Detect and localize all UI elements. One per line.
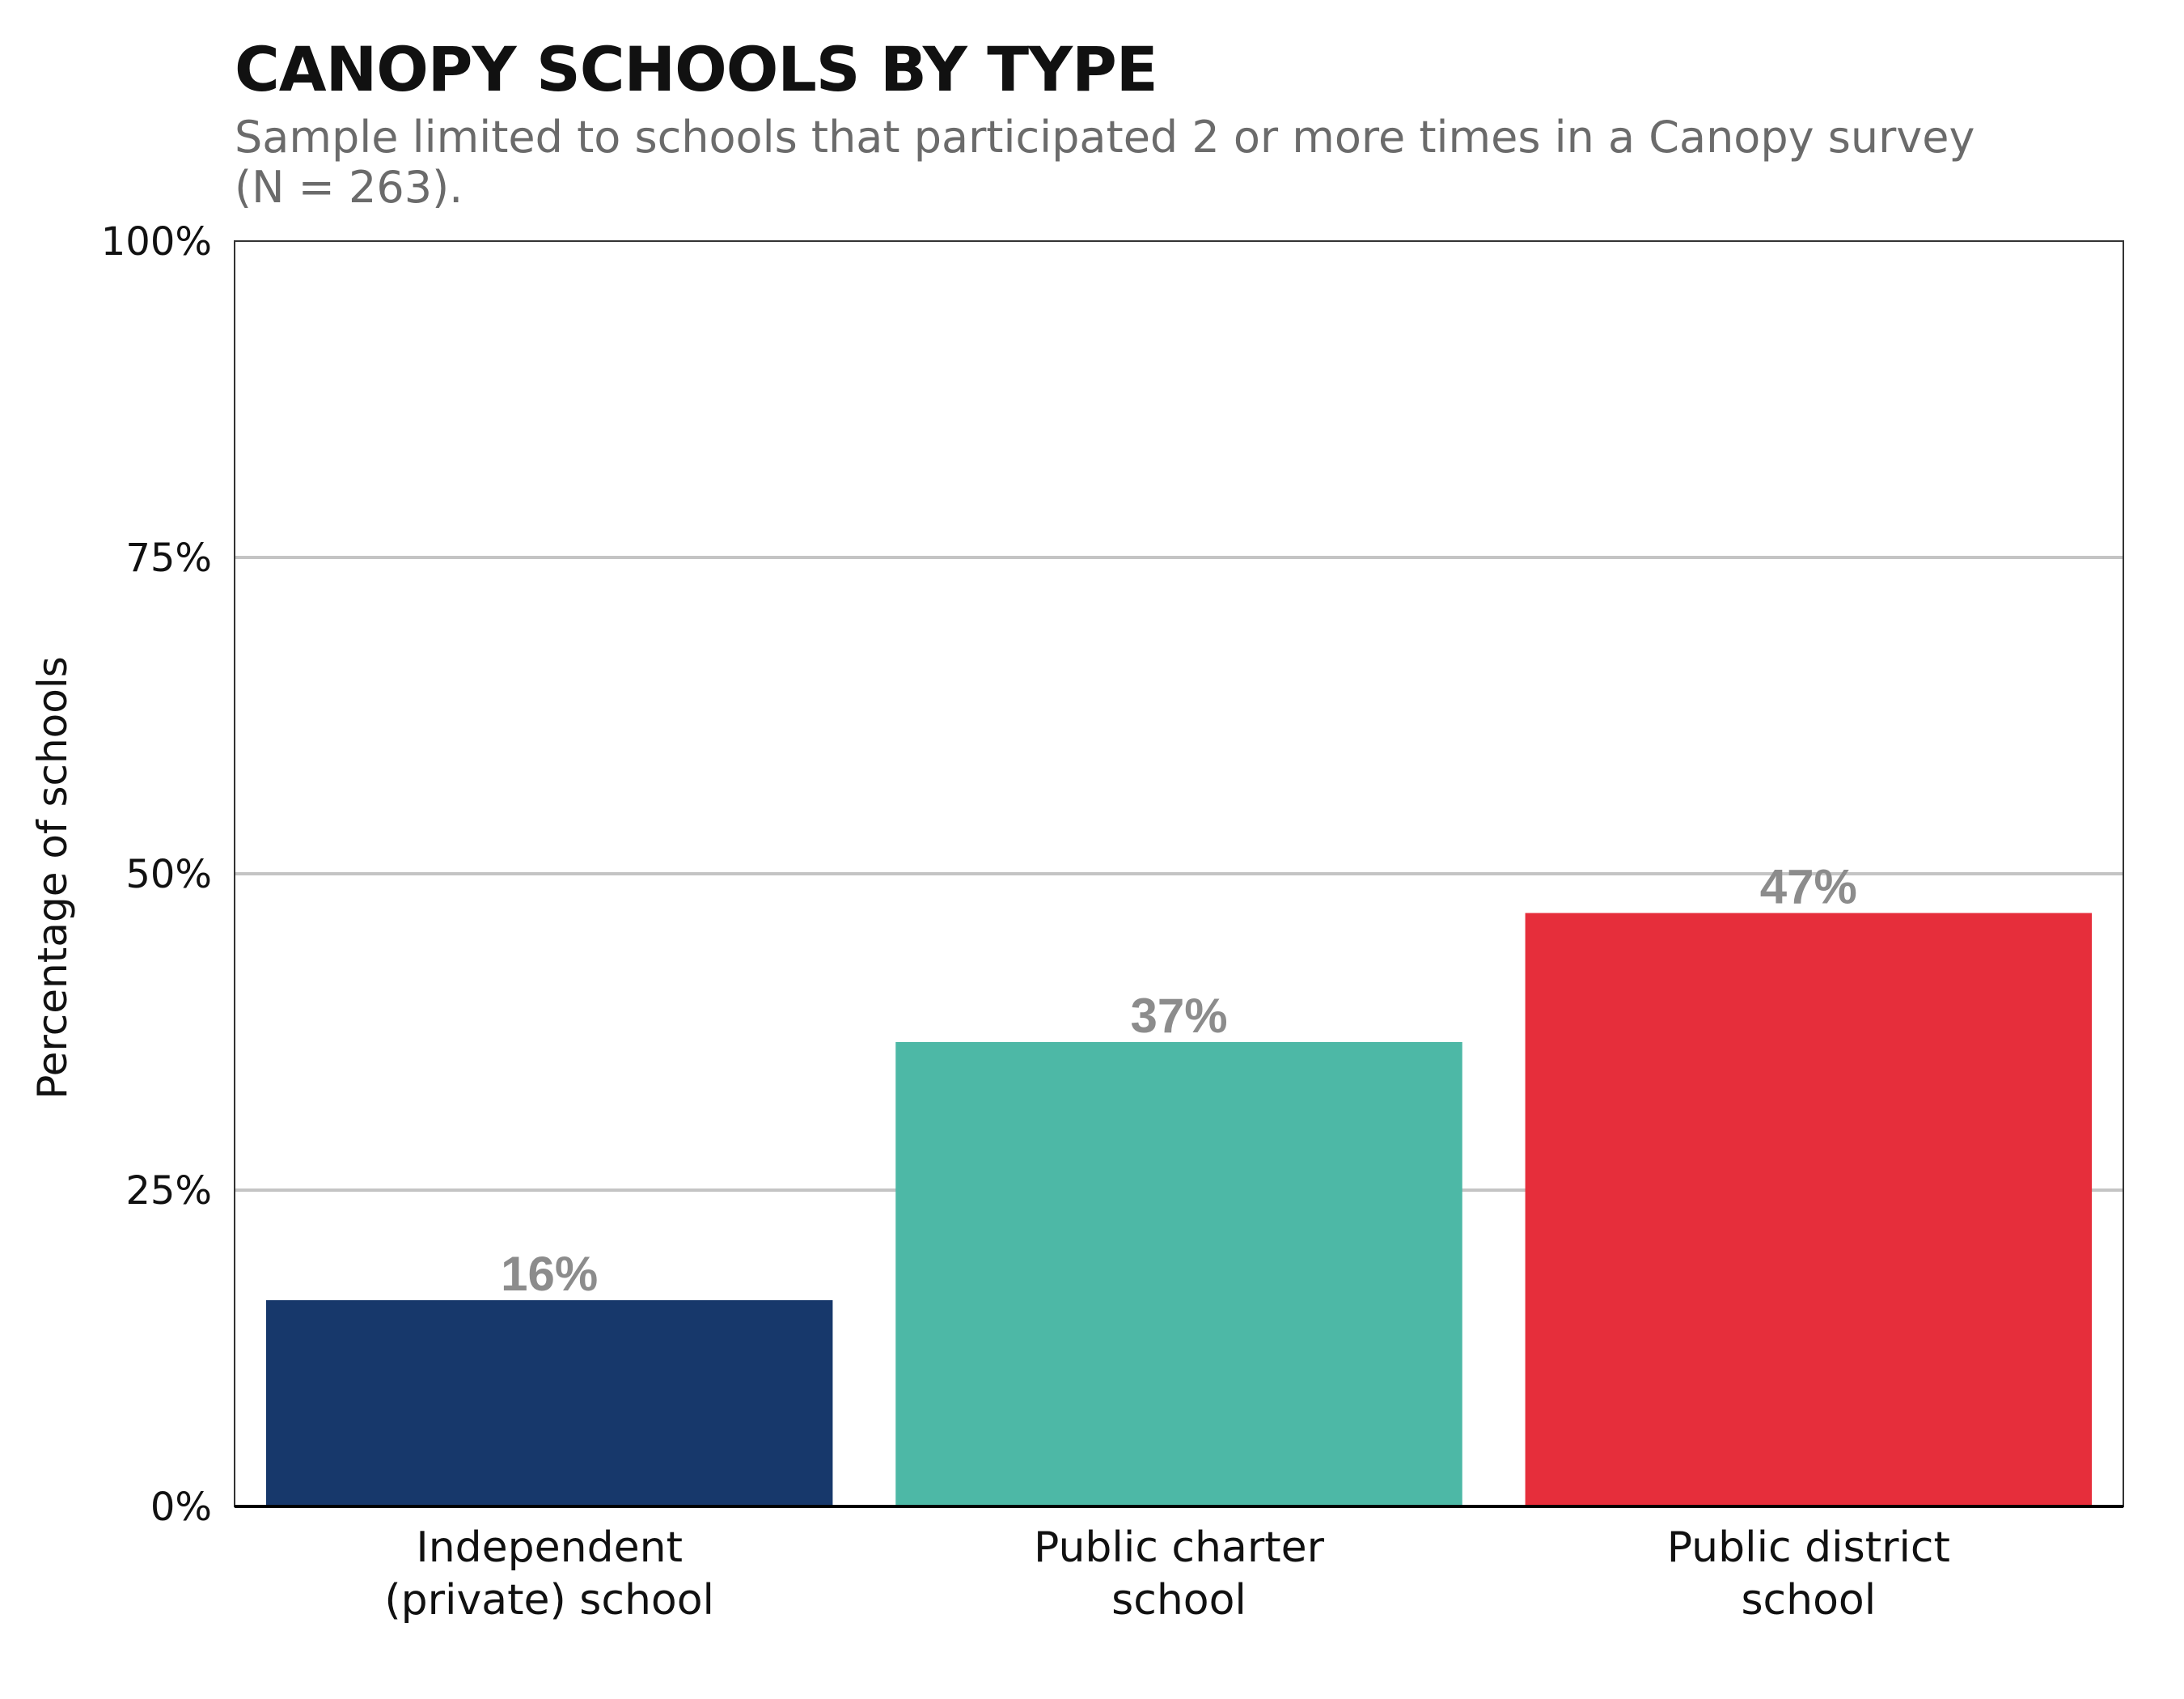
x-tick-label: Public district (1667, 1523, 1950, 1572)
bar (1525, 913, 2093, 1506)
x-tick-label: school (1111, 1576, 1246, 1625)
data-label: 16% (501, 1247, 598, 1301)
y-tick-label: 0% (150, 1485, 212, 1530)
x-tick-label: Public charter (1034, 1523, 1325, 1572)
subtitle-line: Sample limited to schools that participa… (235, 112, 1974, 163)
y-tick-label: 75% (125, 536, 212, 581)
data-labels: 16% 37% 47% (501, 859, 1857, 1301)
data-label: 47% (1760, 859, 1857, 913)
y-axis-title: Percentage of schools (29, 656, 76, 1099)
x-tick-label: school (1741, 1576, 1876, 1625)
y-tick-label: 25% (125, 1168, 212, 1214)
bar (265, 1300, 833, 1506)
bars (265, 913, 2093, 1506)
chart-title: CANOPY SCHOOLS BY TYPE (235, 33, 1158, 105)
data-label: 37% (1130, 989, 1227, 1043)
chart-subtitle: Sample limited to schools that participa… (235, 112, 1974, 213)
y-axis-ticks: 0% 25% 50% 75% 100% (101, 219, 212, 1530)
subtitle-line: (N = 263). (235, 162, 463, 213)
x-tick-label: Independent (416, 1523, 683, 1572)
x-axis-ticks: Independent(private) school Public charte… (384, 1523, 1950, 1625)
y-tick-label: 50% (125, 852, 212, 897)
y-tick-label: 100% (101, 219, 212, 265)
x-tick-label: (private) school (384, 1576, 714, 1625)
plot-frame (234, 240, 2124, 1508)
bar (895, 1042, 1462, 1506)
